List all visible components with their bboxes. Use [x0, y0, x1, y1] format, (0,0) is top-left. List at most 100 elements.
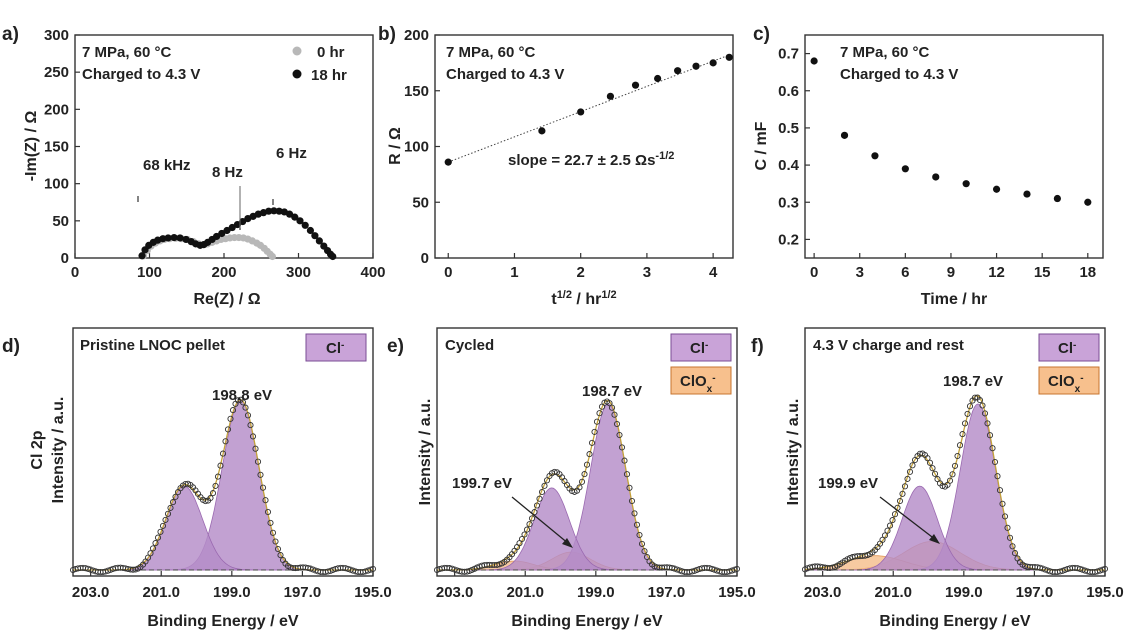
data-point [966, 403, 974, 410]
data-point [576, 484, 583, 491]
panel-e-arrowhead [562, 538, 573, 548]
x-tick-label: 6 [901, 264, 909, 281]
y-tick-label: 0.4 [778, 157, 800, 174]
data-point [228, 223, 236, 232]
data-point [244, 412, 252, 419]
panel-a-charge-note: Charged to 4.3 V [82, 66, 200, 83]
data-point [901, 483, 909, 490]
data-point [643, 553, 651, 561]
data-point [152, 540, 159, 547]
x-tick-label: 201.0 [506, 584, 544, 601]
panel-d: d) 203.0 201.0 199.0 197.0 195.0 Pristine LN… [2, 327, 392, 630]
data-point [538, 127, 546, 135]
data-point [254, 458, 262, 465]
x-tick-label: 197.0 [284, 584, 322, 601]
panel-f-spectrum [801, 394, 1109, 576]
data-point [871, 152, 879, 160]
panel-b-data-points [444, 53, 733, 166]
data-point [886, 522, 894, 529]
data-point [709, 59, 717, 67]
data-point [674, 67, 682, 75]
data-point [631, 81, 640, 89]
x-tick-label: 203.0 [436, 584, 474, 601]
panel-d-sample-title: Pristine LNOC pellet [80, 337, 225, 354]
x-tick-label: 12 [988, 264, 1005, 281]
data-point [996, 487, 1004, 494]
panel-e-peak-label-main: 198.7 eV [582, 383, 642, 400]
data-point [909, 462, 916, 469]
panel-b-charge-note: Charged to 4.3 V [446, 66, 564, 83]
data-point [138, 252, 146, 260]
data-point [164, 510, 172, 517]
data-point [272, 538, 279, 545]
y-tick-label: 300 [44, 27, 69, 44]
panel-e-spectrum [433, 398, 741, 576]
x-tick-label: 1 [510, 264, 518, 281]
x-tick-label: 0 [444, 264, 452, 281]
panel-c-y-axis-label: C / mF [753, 121, 770, 170]
data-point [606, 400, 613, 407]
x-tick-label: 200 [211, 264, 236, 281]
data-point [994, 473, 1001, 480]
data-point [538, 488, 546, 496]
panel-d-spectrum [69, 396, 377, 576]
data-point [262, 497, 269, 504]
data-point [541, 482, 548, 489]
panel-d-x-ticks: 203.0 201.0 199.0 197.0 195.0 [72, 571, 392, 601]
data-point [896, 497, 904, 505]
legend-label-cl: Cl- [326, 340, 344, 358]
panel-a-condition: 7 MPa, 60 °C [82, 44, 172, 61]
panel-a: a) 0 50 100 150 200 250 300 0 100 200 300 400 7 MP… [2, 24, 386, 308]
data-point [964, 410, 971, 417]
panel-f-frame [804, 327, 1106, 577]
data-point [583, 461, 591, 468]
data-point [593, 418, 601, 425]
data-point [628, 497, 636, 505]
data-point [223, 226, 231, 235]
data-point [581, 471, 588, 478]
y-tick-label: 250 [44, 64, 69, 81]
data-point [654, 74, 662, 83]
data-point [214, 473, 222, 480]
panel-c-charge-note: Charged to 4.3 V [840, 66, 958, 83]
data-point [971, 394, 979, 401]
panel-a-x-ticks: 0 100 200 300 400 [71, 253, 386, 281]
panel-e-x-ticks: 203.0 201.0 199.0 197.0 195.0 [436, 571, 756, 601]
data-point [1084, 198, 1092, 206]
data-point [269, 529, 277, 536]
panel-f-arrowhead [929, 534, 940, 544]
panel-a-y-axis-label: -Im(Z) / Ω [23, 111, 40, 182]
panel-a-y-ticks: 0 50 100 150 200 250 300 [44, 27, 80, 267]
data-point [924, 455, 931, 462]
panel-b-x-axis-label: t1/2 / hr1/2 [551, 289, 616, 308]
x-tick-label: 197.0 [1016, 584, 1054, 601]
data-point [367, 566, 374, 573]
data-point [618, 444, 626, 451]
panel-c-x-ticks: 0 3 6 9 12 15 18 [810, 253, 1096, 281]
data-point [588, 439, 596, 446]
data-point [891, 511, 899, 518]
data-point [951, 462, 959, 469]
data-point [172, 493, 179, 500]
legend-marker-0hr [292, 46, 302, 56]
data-point [692, 62, 700, 70]
data-point [217, 462, 224, 469]
panel-b-y-ticks: 0 50 100 150 200 [404, 27, 440, 267]
data-point [616, 431, 623, 439]
data-point [1023, 190, 1031, 198]
data-point [233, 220, 242, 229]
data-point [533, 502, 541, 509]
data-point [949, 471, 956, 478]
data-point [1099, 566, 1106, 573]
panel-c: c) 0.2 0.3 0.4 0.5 0.6 0.7 0 3 6 9 12 15 18 7 MPa, … [753, 24, 1104, 308]
panel-e-x-axis-label: Binding Energy / eV [511, 613, 662, 630]
data-point [999, 500, 1006, 507]
data-point [301, 221, 309, 229]
x-tick-label: 15 [1034, 264, 1051, 281]
y-tick-label: 0 [61, 250, 69, 267]
x-tick-label: 201.0 [142, 584, 180, 601]
panel-c-frame [804, 34, 1104, 259]
panel-e: e) 203.0 201.0 199.0 197.0 195.0 Cycled Cl- … [387, 327, 756, 630]
data-point [212, 482, 219, 489]
